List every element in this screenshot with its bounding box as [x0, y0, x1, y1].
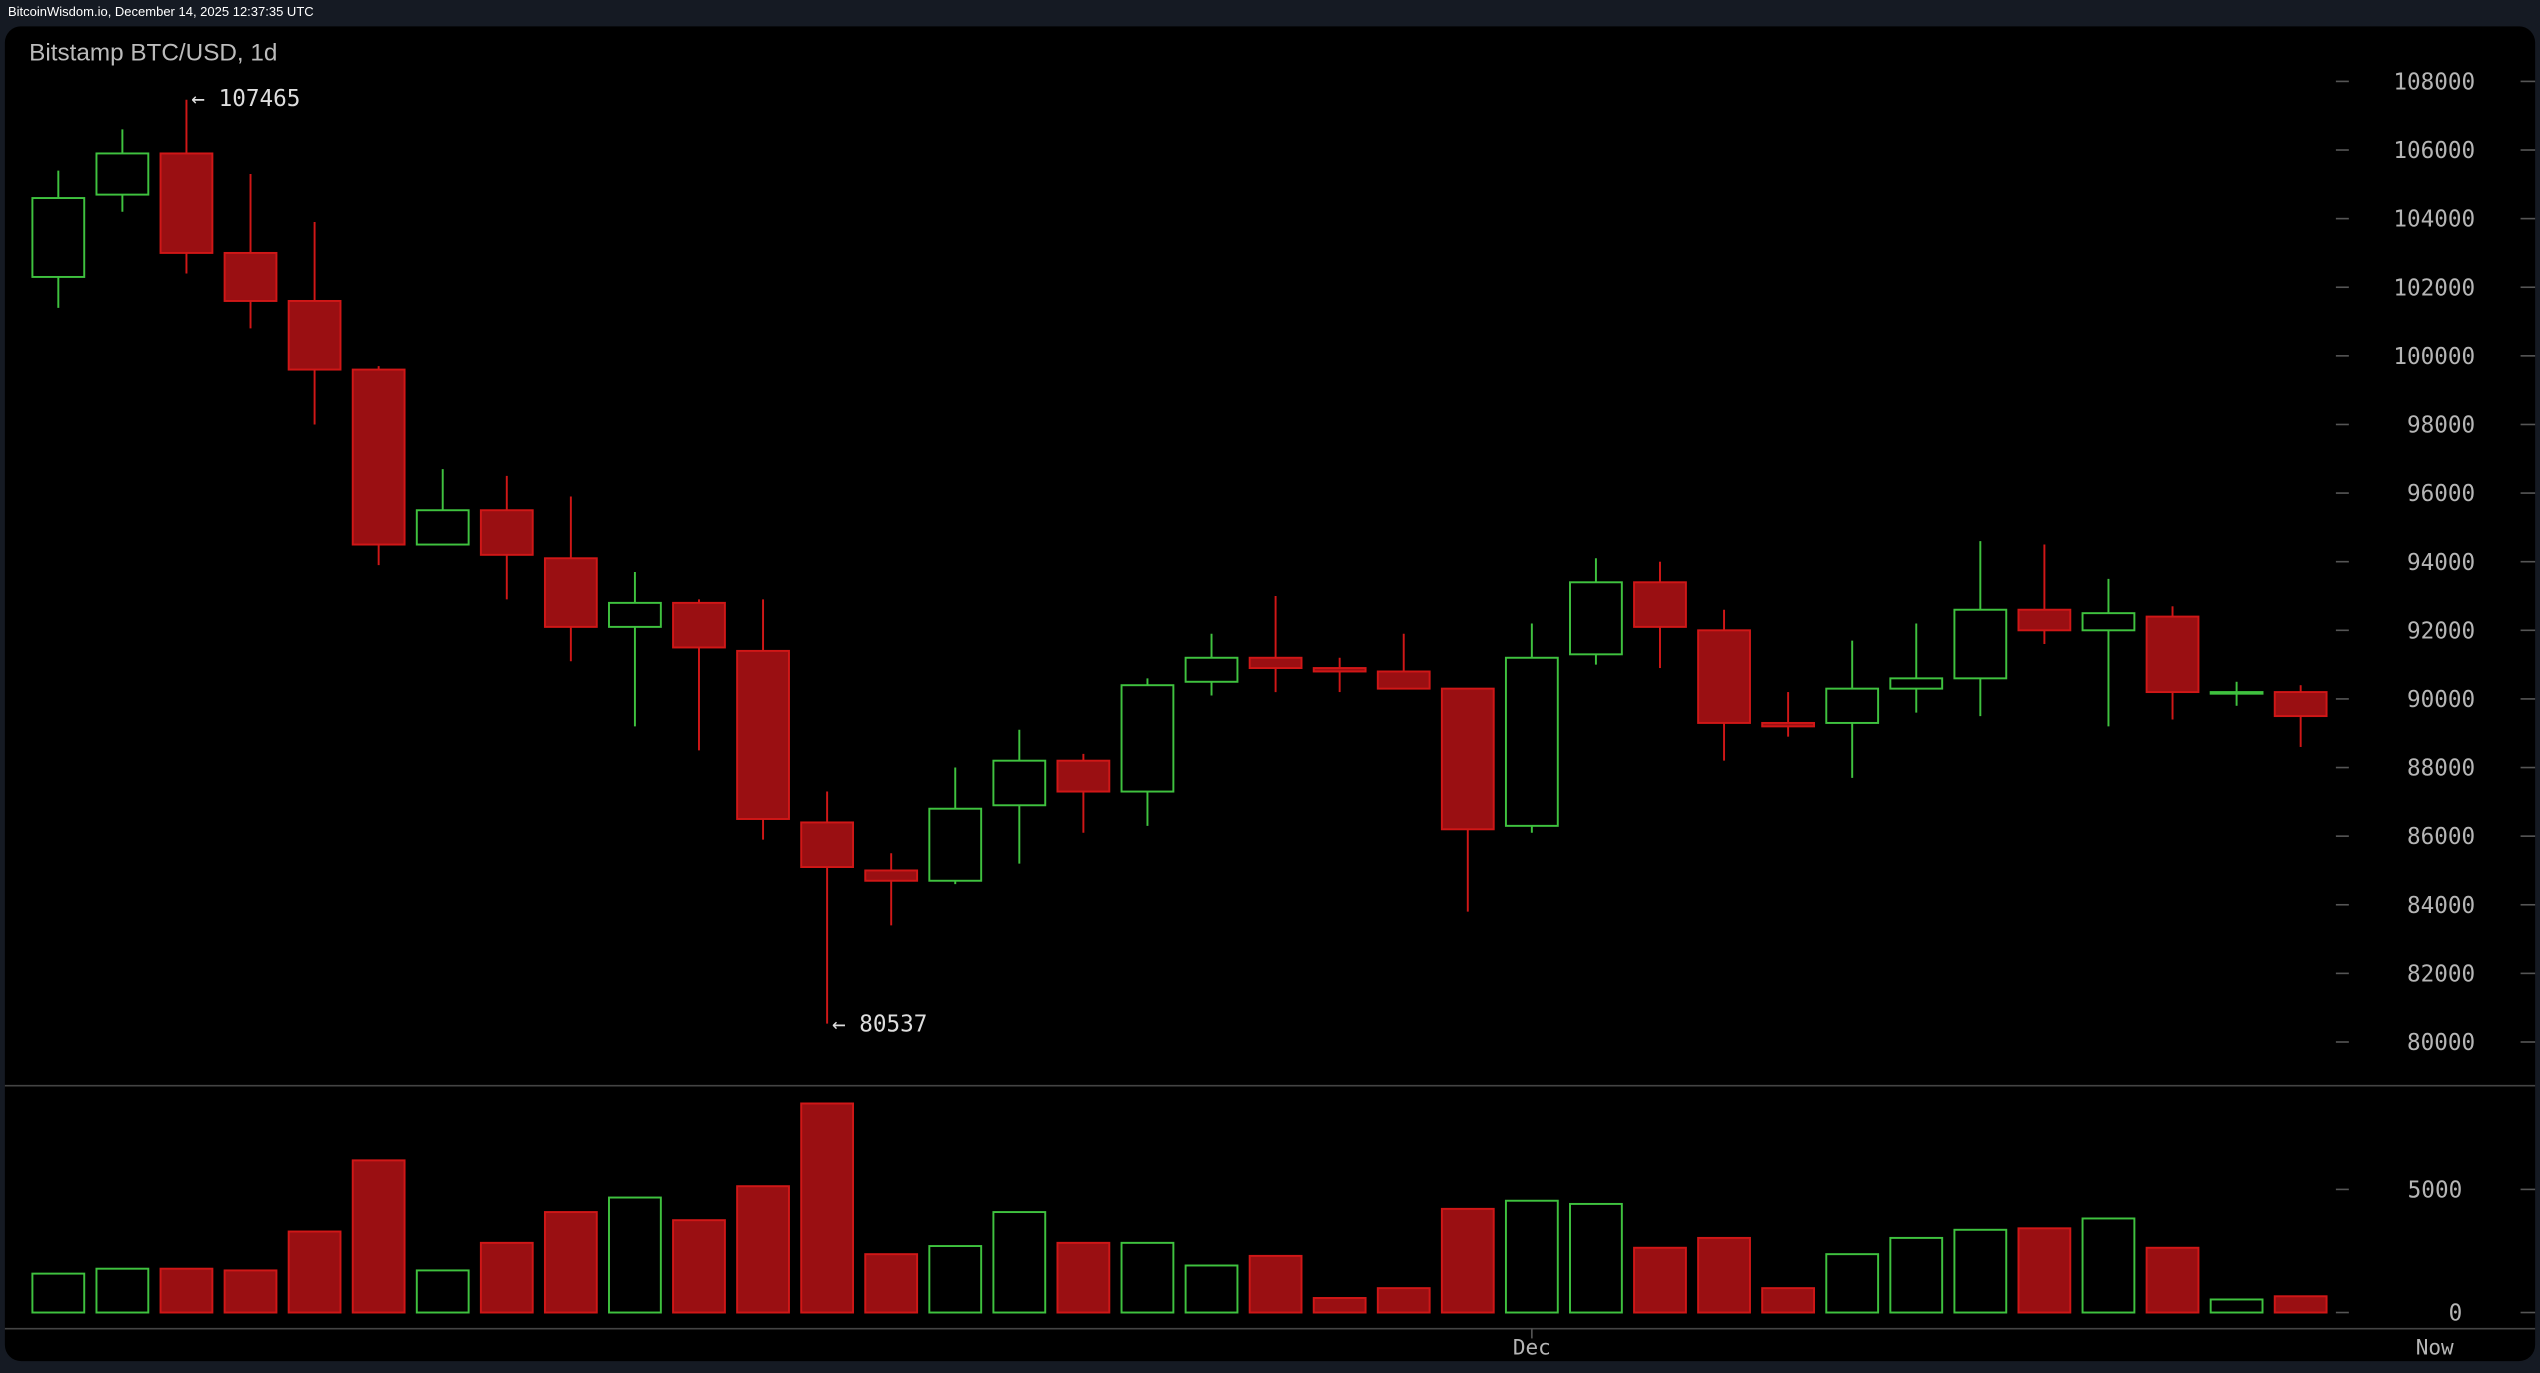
- volume-tick-label: 0: [2449, 1301, 2463, 1327]
- volume-bar-down: [1376, 1287, 1431, 1314]
- volume-bar-up: [928, 1245, 983, 1314]
- volume-bar-down: [1312, 1297, 1367, 1314]
- candle-body-down: [2017, 608, 2072, 632]
- candle-body-down: [1056, 759, 1111, 793]
- volume-bar-up: [2209, 1298, 2264, 1314]
- candle-body-down: [672, 601, 726, 649]
- candle-body-up: [992, 759, 1047, 807]
- volume-bar-down: [1248, 1254, 1303, 1314]
- candle-body-down: [1312, 667, 1367, 673]
- x-axis-label: Dec: [1513, 1335, 1551, 1360]
- candle-body-down: [287, 299, 342, 371]
- candle-body-down: [736, 649, 790, 820]
- candle-body-up: [2209, 691, 2264, 695]
- candle-body-up: [1184, 656, 1239, 683]
- volume-bar-down: [479, 1241, 534, 1314]
- source-timestamp: BitcoinWisdom.io, December 14, 2025 12:3…: [8, 4, 314, 19]
- candle-body-up: [1569, 581, 1623, 656]
- x-axis-label: Now: [2416, 1335, 2454, 1360]
- candle-body-up: [31, 197, 86, 278]
- candle-body-up: [928, 807, 983, 882]
- price-tick-label: 98000: [2407, 413, 2475, 439]
- volume-bar-down: [1440, 1207, 1495, 1314]
- candle-body-up: [1889, 677, 1944, 690]
- volume-bar-down: [672, 1219, 726, 1314]
- high-price-annotation: ← 107465: [191, 86, 300, 112]
- price-tick-label: 92000: [2407, 618, 2475, 644]
- volume-bar-down: [287, 1230, 342, 1314]
- volume-bar-up: [1889, 1236, 1944, 1314]
- price-tick-label: 106000: [2393, 138, 2475, 164]
- volume-bar-up: [1825, 1253, 1880, 1314]
- volume-bar-up: [1504, 1199, 1559, 1314]
- candle-body-down: [1376, 670, 1431, 690]
- volume-bar-down: [736, 1185, 790, 1314]
- candle-body-up: [2081, 612, 2136, 632]
- price-tick-label: 104000: [2393, 207, 2475, 233]
- volume-bar-down: [159, 1267, 214, 1314]
- price-tick-label: 96000: [2407, 481, 2475, 507]
- candle-body-up: [608, 601, 662, 628]
- candle-body-down: [351, 368, 406, 546]
- price-tick-label: 108000: [2393, 69, 2475, 95]
- price-tick-label: 86000: [2407, 824, 2475, 850]
- price-tick-label: 84000: [2407, 893, 2475, 919]
- candle-body-down: [864, 869, 919, 882]
- price-tick-label: 102000: [2393, 275, 2475, 301]
- volume-bar-down: [1761, 1287, 1816, 1314]
- candle-body-down: [1697, 629, 1751, 724]
- volume-bar-down: [223, 1269, 278, 1314]
- candle-body-down: [223, 251, 278, 302]
- price-tick-label: 82000: [2407, 961, 2475, 987]
- volume-bar-down: [2017, 1227, 2072, 1314]
- candle-body-down: [479, 509, 534, 556]
- candle-body-down: [2273, 691, 2328, 718]
- candle-body-up: [95, 152, 150, 196]
- chart-title: Bitstamp BTC/USD, 1d: [29, 39, 277, 66]
- candle-body-up: [1953, 608, 2008, 680]
- candle-body-down: [1248, 656, 1303, 670]
- volume-bar-down: [543, 1211, 598, 1314]
- candle-body-up: [1504, 656, 1559, 827]
- candle-body-down: [1761, 721, 1816, 728]
- volume-bar-up: [1120, 1241, 1175, 1314]
- volume-bar-down: [800, 1102, 855, 1314]
- volume-bar-up: [95, 1267, 150, 1314]
- volume-bar-down: [1633, 1246, 1687, 1314]
- candle-body-down: [1440, 687, 1495, 831]
- low-price-annotation: ← 80537: [832, 1012, 927, 1038]
- candle-body-up: [1825, 687, 1880, 724]
- candle-body-down: [159, 152, 214, 254]
- candle-body-down: [800, 821, 855, 869]
- candle-body-up: [415, 509, 470, 546]
- volume-bar-up: [1953, 1228, 2008, 1314]
- volume-bar-up: [415, 1269, 470, 1314]
- volume-bar-down: [2273, 1295, 2328, 1314]
- volume-bar-up: [992, 1211, 1047, 1314]
- chart-background: [4, 26, 2536, 1362]
- volume-bar-down: [1056, 1241, 1111, 1314]
- candle-body-up: [1120, 684, 1175, 793]
- volume-tick-label: 5000: [2408, 1178, 2463, 1204]
- price-tick-label: 94000: [2407, 550, 2475, 576]
- price-tick-label: 100000: [2393, 344, 2475, 370]
- price-tick-label: 90000: [2407, 687, 2475, 713]
- volume-bar-up: [1569, 1202, 1623, 1314]
- volume-bar-up: [31, 1272, 86, 1314]
- volume-bar-down: [351, 1159, 406, 1314]
- price-tick-label: 80000: [2407, 1030, 2475, 1056]
- candle-body-down: [2145, 615, 2200, 694]
- candle-body-down: [1633, 581, 1687, 628]
- volume-bar-down: [2145, 1246, 2200, 1314]
- volume-bar-up: [608, 1196, 662, 1314]
- price-tick-label: 88000: [2407, 756, 2475, 782]
- candle-body-down: [543, 557, 598, 628]
- volume-bar-up: [2081, 1217, 2136, 1314]
- volume-bar-down: [864, 1253, 919, 1314]
- volume-bar-down: [1697, 1236, 1751, 1314]
- volume-bar-up: [1184, 1264, 1239, 1314]
